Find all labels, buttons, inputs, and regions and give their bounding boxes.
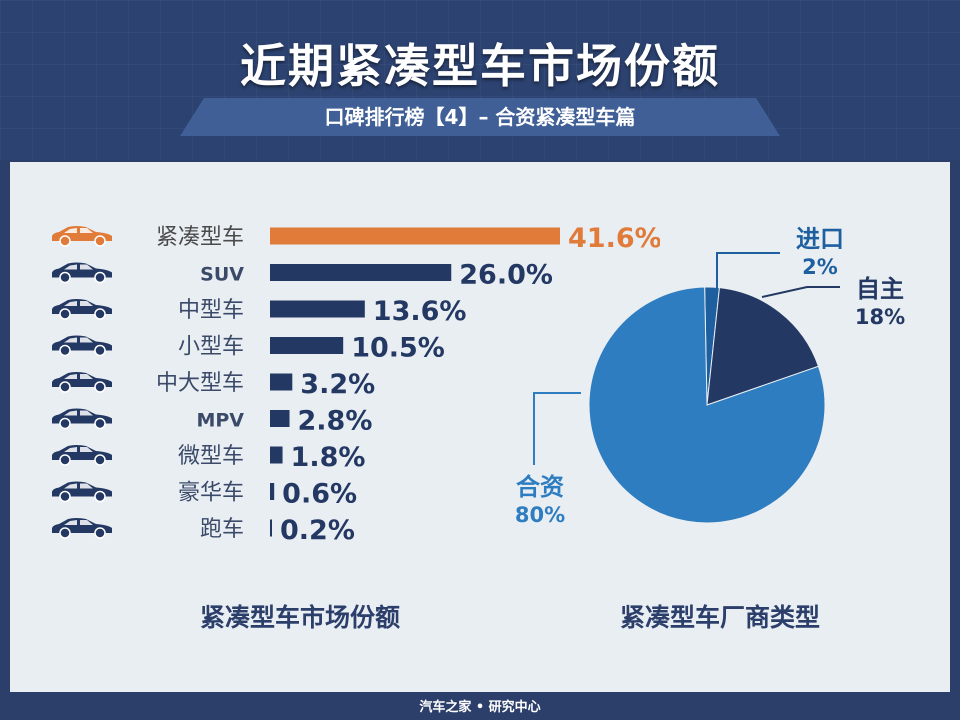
page-subtitle: 口碑排行榜【4】– 合资紧凑型车篇 bbox=[324, 105, 636, 129]
bar-category-label: 紧凑型车 bbox=[156, 225, 244, 250]
bar-category-label: 豪华车 bbox=[178, 481, 244, 506]
bar bbox=[270, 519, 272, 537]
header-banner bbox=[0, 0, 960, 160]
pie-slice-value: 18% bbox=[855, 305, 905, 329]
hatchback-icon bbox=[52, 335, 112, 357]
pie-slice-label: 进口 bbox=[796, 225, 844, 253]
pie-leader-line bbox=[533, 392, 581, 465]
bar bbox=[270, 373, 293, 391]
coupe-icon bbox=[52, 518, 112, 539]
sedan-icon bbox=[52, 372, 112, 393]
bar-category-label: MPV bbox=[196, 410, 244, 432]
bar-value-label: 26.0% bbox=[459, 260, 553, 291]
bar-category-label: 中大型车 bbox=[156, 371, 244, 396]
sedan-icon bbox=[52, 226, 112, 247]
bar-value-label: 2.8% bbox=[298, 406, 373, 437]
pie-chart-title: 紧凑型车厂商类型 bbox=[619, 603, 820, 632]
bar-category-label: SUV bbox=[200, 264, 244, 286]
bar-value-label: 0.6% bbox=[282, 479, 357, 510]
bar bbox=[270, 337, 344, 354]
page-title: 近期紧凑型车市场份额 bbox=[240, 39, 720, 93]
bar-value-label: 1.8% bbox=[291, 442, 366, 473]
sedan-icon bbox=[52, 481, 112, 503]
bar-value-label: 10.5% bbox=[351, 333, 445, 364]
bar bbox=[270, 300, 365, 318]
pie-slice-label: 合资 bbox=[516, 473, 564, 501]
bar-category-label: 跑车 bbox=[200, 517, 244, 542]
bar-chart: 紧凑型车 41.6% SUV 26.0% 中型车 13.6% 小型车 10.5% 中大型车 3.2… bbox=[52, 223, 660, 546]
bar-chart-title: 紧凑型车市场份额 bbox=[199, 603, 400, 632]
mpv-icon bbox=[52, 408, 112, 430]
pie-leader-line bbox=[716, 252, 780, 297]
subtitle-band bbox=[180, 98, 780, 136]
bar bbox=[270, 410, 290, 427]
bar bbox=[270, 446, 283, 464]
pie-slice-label: 自主 bbox=[856, 275, 904, 303]
sedan-icon bbox=[52, 299, 112, 320]
bar bbox=[270, 227, 560, 245]
pie-leader-line bbox=[761, 286, 840, 298]
pie-slice-value: 2% bbox=[802, 255, 838, 279]
bar bbox=[270, 264, 452, 281]
bar-value-label: 0.2% bbox=[280, 515, 355, 546]
suv-icon bbox=[52, 262, 112, 284]
bar-category-label: 小型车 bbox=[178, 335, 244, 360]
bar-category-label: 中型车 bbox=[178, 298, 244, 323]
hatchback-icon bbox=[52, 445, 112, 466]
footer-credit: 汽车之家 • 研究中心 bbox=[419, 700, 541, 715]
bar-value-label: 13.6% bbox=[373, 296, 467, 327]
pie-slice bbox=[588, 286, 826, 524]
bar-category-label: 微型车 bbox=[178, 444, 244, 469]
pie-slice-value: 80% bbox=[515, 503, 565, 527]
bar-value-label: 3.2% bbox=[300, 369, 375, 400]
bar bbox=[270, 483, 275, 500]
bar-value-label: 41.6% bbox=[568, 223, 660, 254]
